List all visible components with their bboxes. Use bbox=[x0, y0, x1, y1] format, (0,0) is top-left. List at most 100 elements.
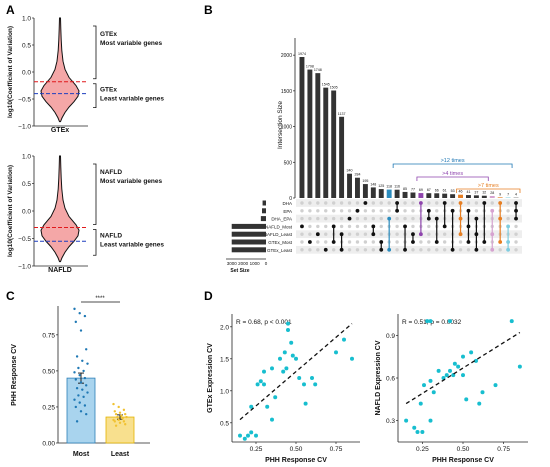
scatter-point bbox=[456, 364, 461, 369]
matrix-dot-filled bbox=[490, 247, 495, 252]
matrix-dot-filled bbox=[514, 201, 518, 205]
upset-bar bbox=[315, 73, 321, 198]
panel-label-a: A bbox=[6, 3, 15, 17]
scatter-point bbox=[420, 430, 425, 435]
scatter-point bbox=[334, 350, 338, 355]
upset-bar-value: 4 bbox=[515, 193, 517, 197]
matrix-dot-empty bbox=[347, 248, 352, 252]
upset-bar-value: 66 bbox=[435, 188, 439, 192]
bar-point bbox=[82, 395, 85, 399]
matrix-dot-filled bbox=[403, 224, 407, 229]
matrix-dot-filled bbox=[418, 201, 423, 205]
significance-label: **** bbox=[95, 296, 105, 302]
bar-point bbox=[73, 307, 76, 311]
matrix-dot-filled bbox=[387, 216, 392, 221]
upset-bar bbox=[394, 189, 400, 198]
matrix-dot-empty bbox=[498, 248, 502, 252]
bar-point bbox=[85, 348, 88, 351]
matrix-dot-empty bbox=[331, 201, 336, 205]
matrix-dot-empty bbox=[490, 201, 494, 205]
scatter-point bbox=[448, 319, 452, 324]
upset-bar bbox=[426, 193, 432, 198]
least-bracket-label: NAFLD bbox=[100, 233, 122, 240]
matrix-dot-empty bbox=[355, 201, 360, 205]
matrix-dot-empty bbox=[347, 240, 352, 244]
bar-point bbox=[77, 394, 80, 397]
upset-bar bbox=[466, 195, 471, 198]
matrix-dot-filled bbox=[411, 232, 415, 237]
matrix-dot-filled bbox=[395, 208, 400, 213]
matrix-dot-empty bbox=[363, 224, 368, 229]
matrix-dot-empty bbox=[379, 216, 383, 221]
scatter-point bbox=[310, 376, 314, 380]
bar-least bbox=[105, 416, 135, 444]
bar-point bbox=[120, 414, 123, 417]
upset-bar-value: 195 bbox=[362, 179, 368, 183]
set-size-tick: 2000 bbox=[238, 261, 249, 266]
matrix-dot-filled bbox=[355, 208, 360, 213]
matrix-dot-filled bbox=[450, 247, 455, 252]
upset-bar-value: 118 bbox=[386, 185, 392, 189]
bar-point bbox=[122, 408, 126, 412]
violin-shape bbox=[40, 17, 80, 123]
bar-point bbox=[124, 412, 127, 416]
upset-bar bbox=[481, 195, 487, 198]
bar-point bbox=[74, 405, 78, 409]
upset-bar bbox=[458, 194, 463, 198]
scatter-tick-label: 0.50 bbox=[457, 446, 470, 453]
matrix-dot-filled bbox=[323, 247, 328, 252]
set-size-tick: 0 bbox=[265, 261, 268, 266]
scatter-point bbox=[242, 436, 247, 441]
matrix-dot-empty bbox=[427, 224, 431, 229]
set-name: DHA bbox=[282, 201, 292, 206]
upset-bracket-label: >12 times bbox=[441, 158, 465, 164]
matrix-dot-empty bbox=[435, 209, 439, 213]
upset-bar-value: 1545 bbox=[322, 83, 330, 87]
upset-bar-value: 28 bbox=[490, 191, 494, 195]
matrix-dot-filled bbox=[371, 232, 376, 237]
matrix-dot-empty bbox=[347, 232, 352, 236]
matrix-dot-filled bbox=[498, 201, 503, 205]
matrix-dot-empty bbox=[316, 240, 320, 244]
matrix-dot-empty bbox=[514, 224, 518, 229]
matrix-dot-empty bbox=[316, 224, 320, 229]
scatter-tick-label: 2.0 bbox=[220, 324, 229, 331]
upset-bar-value: 148 bbox=[370, 182, 376, 186]
matrix-dot-empty bbox=[514, 248, 518, 252]
scatter-tick-label: 0.3 bbox=[386, 418, 395, 425]
matrix-dot-empty bbox=[506, 201, 510, 205]
matrix-dot-filled bbox=[466, 208, 471, 213]
most-bracket-label: Most variable genes bbox=[100, 178, 163, 185]
scatter-point bbox=[350, 356, 354, 361]
scatter-point bbox=[265, 404, 270, 409]
matrix-dot-filled bbox=[458, 232, 463, 237]
violin-shape bbox=[40, 155, 80, 263]
scatter-point bbox=[273, 395, 278, 400]
scatter-point bbox=[286, 321, 290, 326]
matrix-dot-filled bbox=[474, 216, 479, 221]
matrix-dot-empty bbox=[411, 248, 415, 252]
scatter-point bbox=[517, 364, 522, 369]
upset-bar-value: 37 bbox=[474, 190, 478, 194]
scatter-tick-label: 0.6 bbox=[386, 376, 395, 383]
panel-label-d: D bbox=[204, 289, 213, 303]
matrix-dot-filled bbox=[506, 247, 511, 252]
matrix-dot-empty bbox=[379, 224, 383, 229]
scatter-point bbox=[238, 433, 242, 438]
set-size-bar bbox=[262, 200, 266, 206]
matrix-dot-filled bbox=[403, 247, 407, 252]
upset-bar bbox=[402, 191, 408, 198]
matrix-dot-empty bbox=[363, 240, 368, 244]
matrix-dot-empty bbox=[435, 248, 439, 252]
bar-point bbox=[117, 405, 120, 409]
scatter-point bbox=[412, 425, 417, 430]
upset-bar-value: 1137 bbox=[338, 112, 346, 116]
scatter-point bbox=[422, 383, 426, 388]
matrix-dot-filled bbox=[466, 224, 471, 229]
most-bracket bbox=[93, 163, 97, 225]
scatter-point bbox=[303, 401, 308, 406]
matrix-dot-empty bbox=[514, 240, 518, 244]
scatter-point bbox=[262, 369, 266, 374]
violin-tick-label: −0.5 bbox=[18, 236, 31, 243]
